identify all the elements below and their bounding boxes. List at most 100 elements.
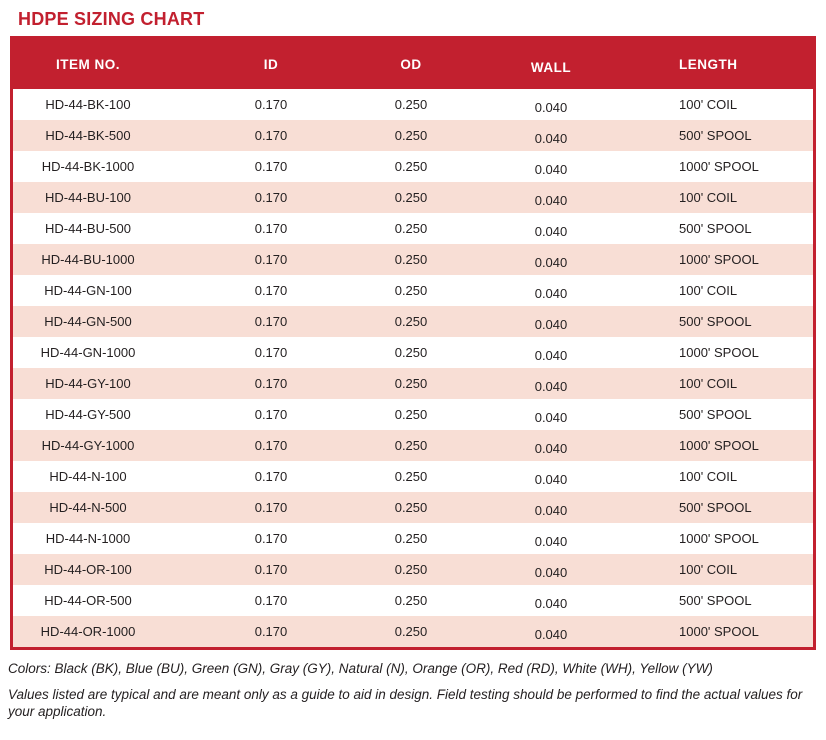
table-cell: HD-44-OR-1000 <box>40 624 136 639</box>
table-cell: 0.250 <box>394 97 428 112</box>
table-cell: HD-44-GN-500 <box>44 314 132 329</box>
table-cell: 1000' SPOOL <box>679 531 759 546</box>
table-cell: HD-44-GY-1000 <box>41 438 135 453</box>
table-cell: 100' COIL <box>679 469 738 484</box>
table-cell: HD-44-BU-100 <box>45 190 131 205</box>
table-cell: HD-44-BK-500 <box>45 128 131 143</box>
table-cell: HD-44-GY-500 <box>45 407 131 422</box>
table-cell: 0.170 <box>254 345 288 360</box>
table-cell: 0.040 <box>534 286 568 301</box>
table-row: HD-44-BK-500 0.170 0.250 0.040 500' SPOOL <box>13 120 813 151</box>
table-cell: HD-44-GN-100 <box>44 283 132 298</box>
table-cell: 0.170 <box>254 562 288 577</box>
table-cell: HD-44-BU-1000 <box>41 252 135 267</box>
table-row: HD-44-BK-100 0.170 0.250 0.040 100' COIL <box>13 89 813 120</box>
table-cell: 0.040 <box>534 131 568 146</box>
table-cell: HD-44-N-1000 <box>45 531 131 546</box>
table-row: HD-44-GN-500 0.170 0.250 0.040 500' SPOOL <box>13 306 813 337</box>
table-row: HD-44-N-500 0.170 0.250 0.040 500' SPOOL <box>13 492 813 523</box>
table-cell: 0.170 <box>254 376 288 391</box>
table-cell: HD-44-GY-100 <box>45 376 131 391</box>
table-cell: 0.250 <box>394 593 428 608</box>
table-cell: 0.170 <box>254 190 288 205</box>
table-row: HD-44-BU-500 0.170 0.250 0.040 500' SPOOL <box>13 213 813 244</box>
table-cell: 0.040 <box>534 627 568 642</box>
table-cell: 0.040 <box>534 472 568 487</box>
table-row: HD-44-OR-500 0.170 0.250 0.040 500' SPOOL <box>13 585 813 616</box>
table-row: HD-44-GY-500 0.170 0.250 0.040 500' SPOOL <box>13 399 813 430</box>
table-cell: 0.040 <box>534 534 568 549</box>
table-cell: 0.040 <box>534 224 568 239</box>
table-cell: 0.250 <box>394 438 428 453</box>
table-cell: 0.040 <box>534 193 568 208</box>
table-cell: 0.040 <box>534 441 568 456</box>
table-cell: 0.170 <box>254 221 288 236</box>
table-cell: 0.250 <box>394 221 428 236</box>
table-cell: HD-44-N-100 <box>49 469 127 484</box>
table-cell: HD-44-OR-100 <box>44 562 132 577</box>
page: HDPE SIZING CHART ITEM NO. ID OD WALL LE… <box>0 9 826 720</box>
table-cell: 1000' SPOOL <box>679 252 759 267</box>
table-cell: 0.170 <box>254 593 288 608</box>
col-header-wall: WALL <box>471 39 631 89</box>
table-row: HD-44-BK-1000 0.170 0.250 0.040 1000' SPOOL <box>13 151 813 182</box>
table-cell: 0.250 <box>394 376 428 391</box>
table-cell: 0.040 <box>534 596 568 611</box>
table-cell: 500' SPOOL <box>679 500 752 515</box>
table-cell: HD-44-N-500 <box>49 500 127 515</box>
table-cell: 0.250 <box>394 407 428 422</box>
table-cell: 0.170 <box>254 438 288 453</box>
table-cell: 1000' SPOOL <box>679 438 759 453</box>
table-cell: 100' COIL <box>679 376 738 391</box>
table-cell: 0.250 <box>394 345 428 360</box>
table-cell: 0.250 <box>394 314 428 329</box>
table-cell: 0.250 <box>394 190 428 205</box>
table-cell: 0.040 <box>534 255 568 270</box>
table-cell: 0.250 <box>394 469 428 484</box>
table-cell: 0.170 <box>254 97 288 112</box>
table-cell: 0.250 <box>394 624 428 639</box>
table-cell: 500' SPOOL <box>679 593 752 608</box>
table-cell: HD-44-BU-500 <box>45 221 131 236</box>
col-header-length: LENGTH <box>631 39 813 89</box>
table-cell: 500' SPOOL <box>679 221 752 236</box>
table-cell: 100' COIL <box>679 562 738 577</box>
table-row: HD-44-GN-1000 0.170 0.250 0.040 1000' SPOOL <box>13 337 813 368</box>
table-row: HD-44-N-1000 0.170 0.250 0.040 1000' SPOOL <box>13 523 813 554</box>
col-header-item-no: ITEM NO. <box>13 39 181 89</box>
table-row: HD-44-N-100 0.170 0.250 0.040 100' COIL <box>13 461 813 492</box>
col-header-id: ID <box>181 39 351 89</box>
table-cell: 0.170 <box>254 159 288 174</box>
table-row: HD-44-GY-1000 0.170 0.250 0.040 1000' SPOOL <box>13 430 813 461</box>
table-cell: 1000' SPOOL <box>679 624 759 639</box>
table-cell: HD-44-BK-1000 <box>41 159 135 174</box>
table-cell: 100' COIL <box>679 97 738 112</box>
table-row: HD-44-GY-100 0.170 0.250 0.040 100' COIL <box>13 368 813 399</box>
table-row: HD-44-OR-100 0.170 0.250 0.040 100' COIL <box>13 554 813 585</box>
col-header-od: OD <box>351 39 471 89</box>
disclaimer-note: Values listed are typical and are meant … <box>8 687 803 719</box>
table-cell: 500' SPOOL <box>679 314 752 329</box>
table-cell: 0.170 <box>254 469 288 484</box>
table-cell: HD-44-OR-500 <box>44 593 132 608</box>
table-cell: 0.040 <box>534 379 568 394</box>
table-cell: 0.040 <box>534 162 568 177</box>
table-cell: 0.170 <box>254 252 288 267</box>
table-cell: 0.250 <box>394 128 428 143</box>
table-cell: 0.170 <box>254 531 288 546</box>
table-row: HD-44-OR-1000 0.170 0.250 0.040 1000' SPOOL <box>13 616 813 647</box>
table-cell: HD-44-GN-1000 <box>40 345 136 360</box>
table-row: HD-44-BU-1000 0.170 0.250 0.040 1000' SPOOL <box>13 244 813 275</box>
table-cell: 100' COIL <box>679 283 738 298</box>
table-cell: 0.170 <box>254 128 288 143</box>
table-cell: 0.040 <box>534 503 568 518</box>
table-cell: 1000' SPOOL <box>679 159 759 174</box>
sizing-table-wrap: ITEM NO. ID OD WALL LENGTH HD-44-BK-100 0… <box>10 36 816 650</box>
table-cell: 1000' SPOOL <box>679 345 759 360</box>
table-cell: 0.170 <box>254 314 288 329</box>
page-title: HDPE SIZING CHART <box>18 9 205 29</box>
table-body: HD-44-BK-100 0.170 0.250 0.040 100' COIL HD-4… <box>13 89 813 647</box>
table-cell: 0.250 <box>394 500 428 515</box>
table-cell: 0.170 <box>254 500 288 515</box>
table-cell: 0.250 <box>394 159 428 174</box>
